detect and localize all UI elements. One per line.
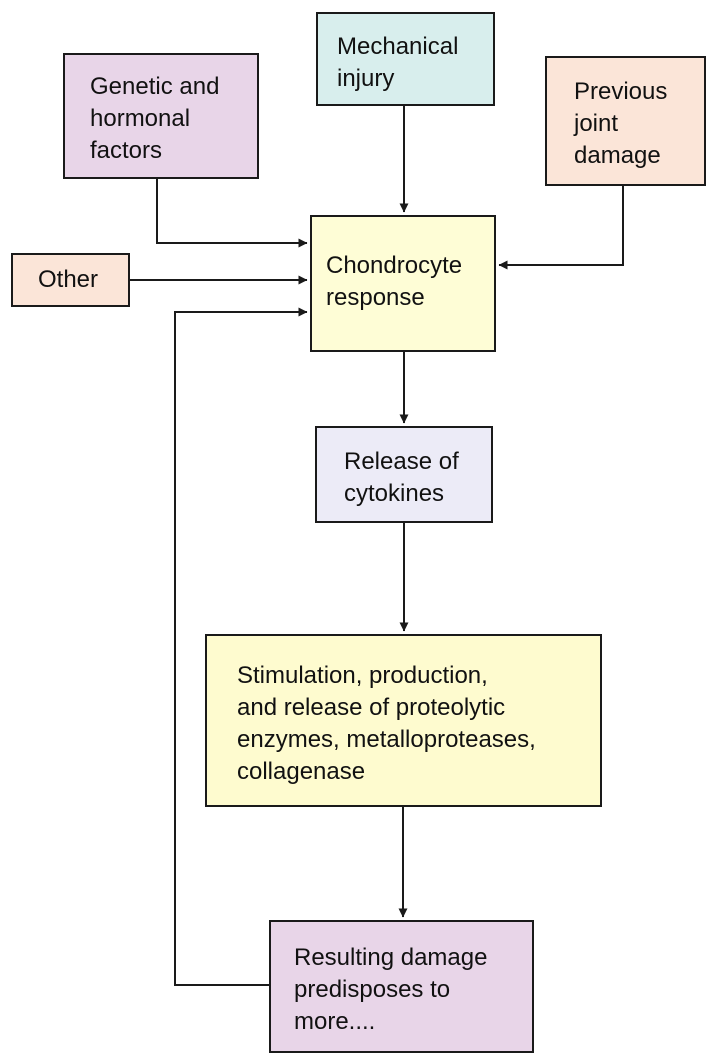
resulting-damage-box: Resulting damage predisposes to more.... — [269, 920, 534, 1053]
release-of-cytokines-label: Release of cytokines — [344, 448, 459, 507]
arrow-previous-to-chondrocyte — [498, 186, 624, 270]
previous-joint-damage-label: Previous joint damage — [574, 78, 668, 169]
other-box: Other — [11, 253, 130, 307]
stimulation-production-box: Stimulation, production, and release of … — [205, 634, 602, 807]
arrow-genetic-to-chondrocyte — [156, 179, 308, 248]
mechanical-injury-box: Mechanical injury — [316, 12, 495, 106]
previous-joint-damage-box: Previous joint damage — [545, 56, 706, 186]
arrow-feedback-resulting-to-chondrocyte — [174, 307, 308, 986]
resulting-damage-label: Resulting damage predisposes to more.... — [294, 944, 488, 1035]
other-label: Other — [38, 266, 99, 293]
release-of-cytokines-box: Release of cytokines — [315, 426, 493, 523]
mechanical-injury-label: Mechanical injury — [337, 33, 459, 92]
genetic-hormonal-factors-box: Genetic and hormonal factors — [63, 53, 259, 179]
stimulation-production-label: Stimulation, production, and release of … — [237, 662, 536, 785]
chondrocyte-response-box: Chondrocyte response — [310, 215, 496, 352]
genetic-hormonal-factors-label: Genetic and hormonal factors — [90, 73, 220, 164]
chondrocyte-response-label: Chondrocyte response — [326, 252, 463, 311]
